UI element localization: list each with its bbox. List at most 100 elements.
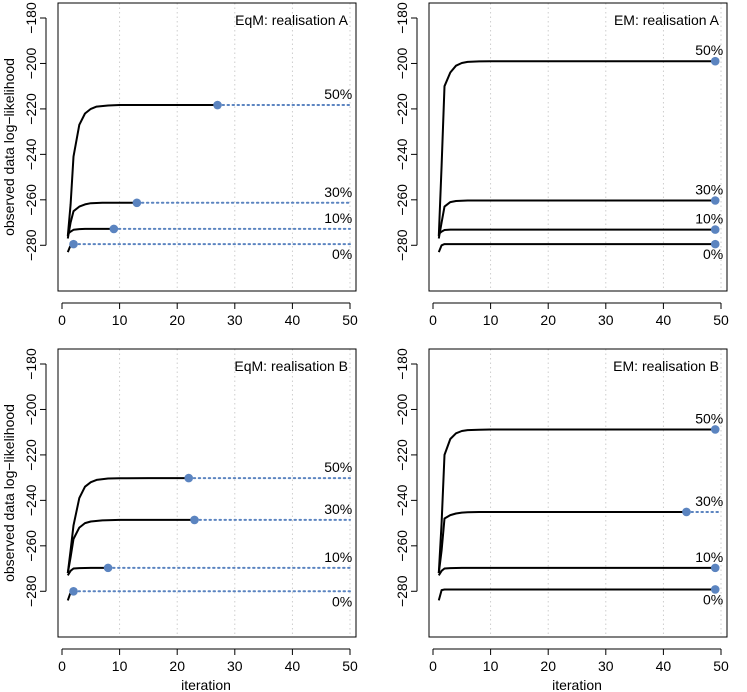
x-tick-label: 10 [483,312,499,328]
series-stop-point [69,586,78,596]
plot-frame [57,2,357,292]
y-tick-label: −180 [23,2,39,34]
x-axis-title: iteration [552,677,602,692]
y-tick-label: −180 [394,2,410,34]
series-label: 10% [324,549,352,565]
x-tick-label: 0 [429,312,437,328]
x-tick-label: 20 [540,312,556,328]
x-tick-label: 50 [342,312,358,328]
x-tick-label: 20 [540,658,556,674]
y-tick-label: −240 [23,138,39,170]
x-tick-label: 10 [112,312,128,328]
x-tick-label: 30 [598,312,614,328]
series-line [437,243,716,253]
y-tick-label: −260 [23,530,39,562]
series-stop-point [710,225,720,234]
panel-title: EqM: realisation B [234,358,348,374]
x-tick-label: 20 [169,658,185,674]
x-tick-label: 20 [169,312,185,328]
series-label: 0% [703,246,723,262]
series-stop-point [710,425,720,434]
series-line [66,477,189,574]
series-label: 50% [695,42,723,58]
y-tick-label: −220 [23,93,39,125]
y-tick-label: −240 [23,484,39,516]
y-tick-label: −220 [394,439,410,471]
x-tick-label: 0 [429,658,437,674]
series-line [437,428,716,574]
y-tick-label: −280 [394,575,410,607]
series-line [437,566,716,576]
y-tick-label: −200 [23,47,39,79]
x-tick-label: 30 [598,658,614,674]
x-tick-label: 10 [483,658,499,674]
y-tick-label: −260 [23,184,39,216]
x-tick-label: 40 [285,312,301,328]
panel-title: EM: realisation A [614,12,720,28]
y-tick-label: −240 [394,484,410,516]
x-tick-label: 0 [58,312,66,328]
y-tick-label: −200 [394,47,410,79]
series-stop-point [190,515,199,525]
y-tick-label: −280 [23,575,39,607]
plot-frame [57,348,357,638]
series-line [67,227,114,235]
x-tick-label: 50 [713,312,729,328]
y-tick-label: −180 [394,348,410,380]
x-axis-title: iteration [181,677,231,692]
series-label: 10% [324,210,352,226]
panel-3: −180 −200 −220 −240 −260 −280 0 10 20 30 40 50 EqM: … [1,348,358,692]
series-label: 30% [695,182,723,198]
x-tick-label: 10 [112,658,128,674]
series-stop-point [69,239,78,249]
y-tick-label: −280 [394,229,410,261]
x-tick-label: 30 [227,312,243,328]
series-stop-point [710,56,720,66]
series-line [437,511,687,574]
x-tick-label: 0 [58,658,66,674]
series-line [66,104,218,237]
series-line [66,518,195,574]
panel-2: −180 −200 −220 −240 −260 −280 0 10 20 30 40 50 EM: r… [394,2,729,328]
y-tick-label: −220 [23,439,39,471]
series-stop-point [184,473,194,483]
series-stop-point [710,239,720,249]
y-tick-label: −260 [394,184,410,216]
y-tick-label: −220 [394,93,410,125]
series-stop-point [710,585,720,594]
series-line [437,588,716,601]
series-label: 30% [324,501,352,517]
series-stop-point [109,224,119,234]
series-label: 50% [695,410,723,426]
panel-title: EqM: realisation A [235,12,348,28]
series-line [437,199,716,239]
y-tick-label: −180 [23,348,39,380]
y-tick-label: −200 [394,393,410,425]
series-label: 0% [332,593,352,609]
y-tick-label: −240 [394,138,410,170]
series-stop-point [103,563,113,573]
panel-1: −180 −200 −220 −240 −260 −280 0 10 20 30 40 50 EqM: … [1,2,358,328]
series-stop-point [132,198,142,208]
series-line [66,566,109,576]
y-axis-title: observed data log−likelihood [1,58,17,236]
series-label: 10% [695,211,723,227]
series-line [438,228,716,235]
series-label: 30% [324,184,352,200]
series-label: 50% [324,459,352,475]
x-tick-label: 40 [656,658,672,674]
panel-title: EM: realisation B [613,358,719,374]
series-label: 0% [703,591,723,607]
series-stop-point [213,100,222,110]
x-tick-label: 30 [227,658,243,674]
series-label: 10% [695,549,723,565]
series-label: 0% [332,246,352,262]
y-tick-label: −260 [394,530,410,562]
x-tick-label: 40 [285,658,301,674]
panel-4: −180 −200 −220 −240 −260 −280 0 10 20 30 40 50 EM: r… [394,348,729,692]
series-stop-point [682,507,691,517]
y-tick-label: −280 [23,229,39,261]
series-label: 50% [324,86,352,102]
plot-frame [428,2,728,292]
